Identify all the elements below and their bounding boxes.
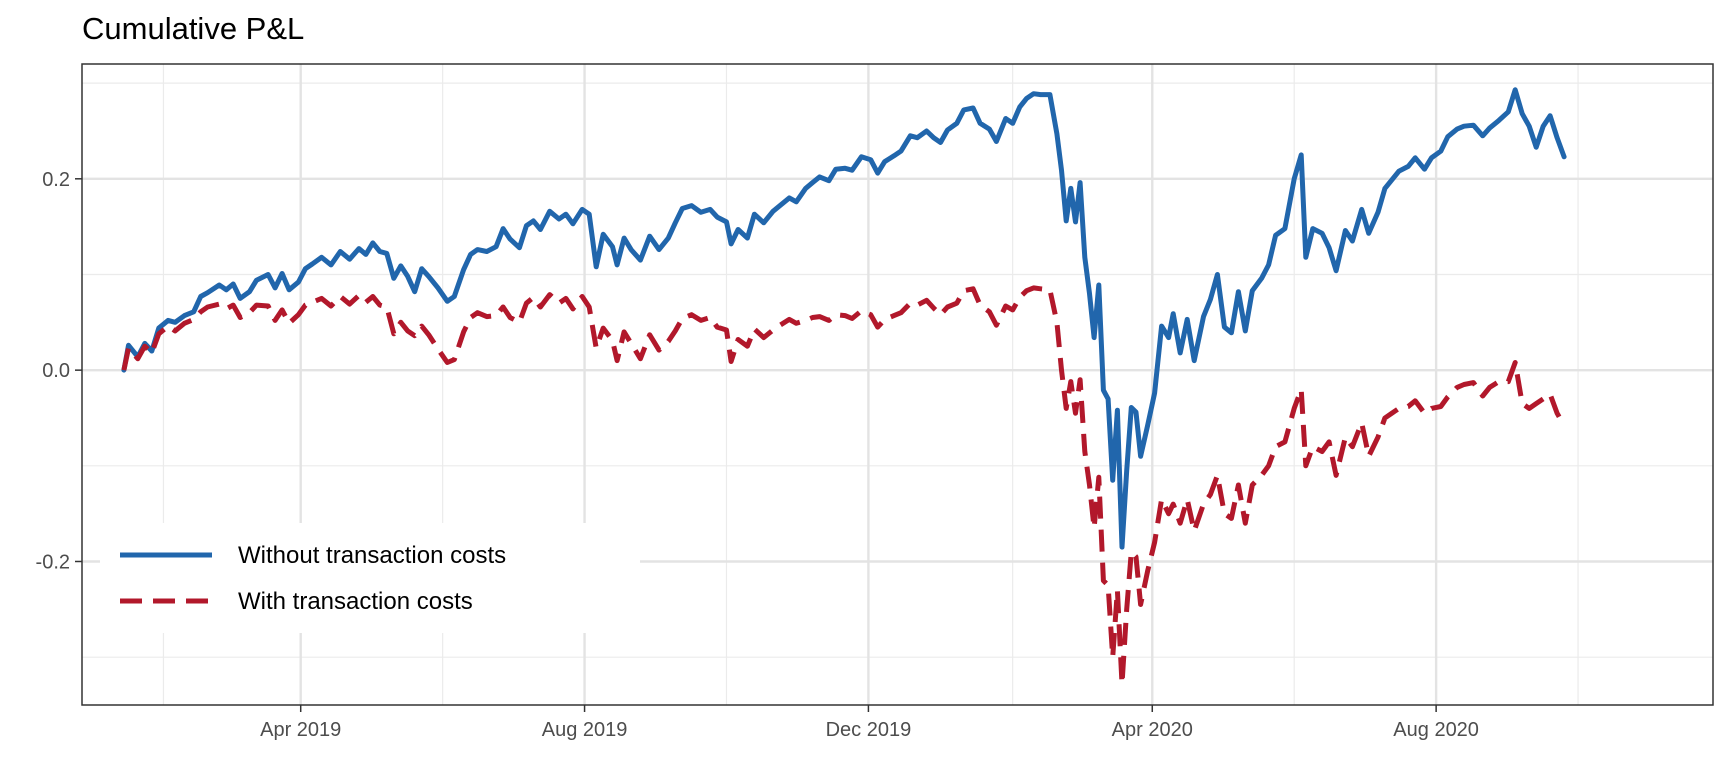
x-tick-label: Apr 2019 [260,719,341,741]
legend: Without transaction costs With transactio… [100,523,640,633]
x-tick-label: Apr 2020 [1112,719,1193,741]
y-tick-label: 0.0 [42,360,70,382]
series-lines [121,87,1567,687]
minor-gridlines [82,64,1713,705]
x-axis: Apr 2019 Aug 2019 Dec 2019 Apr 2020 Aug 2020 [260,705,1479,741]
x-tick-label: Aug 2020 [1393,719,1479,741]
legend-background [100,523,640,633]
legend-label-1: Without transaction costs [238,542,506,569]
legend-label-2: With transaction costs [238,588,473,615]
x-tick-label: Aug 2019 [542,719,628,741]
series-line-2 [121,285,1567,687]
y-axis: -0.2 0.0 0.2 [36,169,82,573]
x-tick-label: Dec 2019 [826,719,912,741]
plot-border [81,63,1714,706]
y-tick-label: 0.2 [42,169,70,191]
y-tick-label: -0.2 [36,551,70,573]
series-line-1 [121,87,1567,550]
chart-title: Cumulative P&L [82,11,304,46]
